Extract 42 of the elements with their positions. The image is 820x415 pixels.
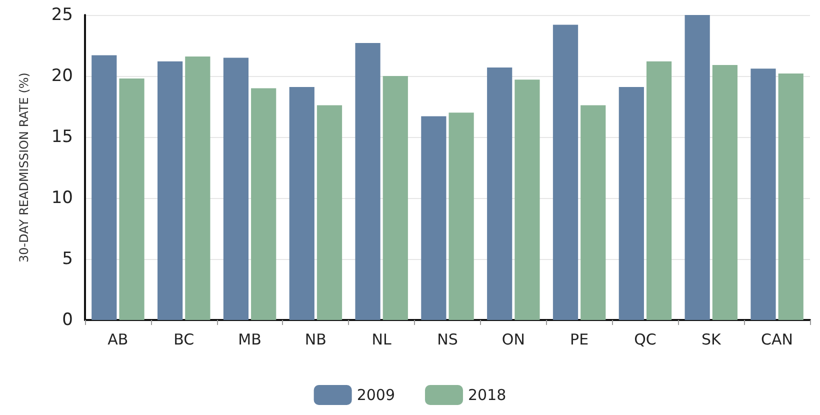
- x-tick-label: SK: [701, 330, 722, 348]
- bar: [750, 68, 776, 320]
- x-tick-label: NL: [372, 330, 392, 348]
- x-tick-label: NS: [437, 330, 458, 348]
- bar: [223, 58, 249, 320]
- x-tick-label: CAN: [761, 330, 794, 348]
- bar: [684, 15, 710, 320]
- bar: [618, 86, 644, 320]
- bar: [382, 76, 408, 320]
- bar: [646, 61, 672, 320]
- y-tick-label: 0: [62, 310, 73, 330]
- x-tick-label: NB: [304, 330, 326, 348]
- y-tick-label: 25: [51, 5, 73, 25]
- legend-label: 2009: [356, 386, 396, 404]
- y-tick-label: 5: [62, 249, 73, 269]
- y-tick-label: 15: [51, 127, 73, 147]
- x-tick-label: ON: [502, 330, 525, 348]
- y-tick-label: 10: [51, 188, 73, 208]
- bar: [289, 86, 314, 320]
- x-tick-label: BC: [174, 330, 194, 348]
- y-tick-label: 20: [51, 66, 73, 86]
- bar: [316, 105, 342, 320]
- bar: [185, 56, 210, 320]
- x-tick-label: AB: [108, 330, 128, 348]
- legend-label: 2018: [468, 386, 506, 404]
- bar: [158, 61, 183, 320]
- bar: [119, 78, 144, 320]
- bar: [92, 55, 117, 320]
- bar: [251, 88, 276, 320]
- x-tick-label: QC: [634, 330, 656, 348]
- bar: [355, 43, 380, 320]
- bar: [448, 112, 474, 320]
- bar: [712, 65, 738, 320]
- x-tick-label: MB: [238, 330, 262, 348]
- bar: [421, 116, 446, 320]
- bar: [552, 24, 578, 320]
- y-axis-title: 30-DAY READMISSION RATE (%): [17, 72, 31, 262]
- bar: [778, 74, 804, 320]
- bar: [487, 67, 512, 320]
- x-tick-label: PE: [570, 330, 589, 348]
- bar: [514, 80, 540, 320]
- bar: [580, 105, 606, 320]
